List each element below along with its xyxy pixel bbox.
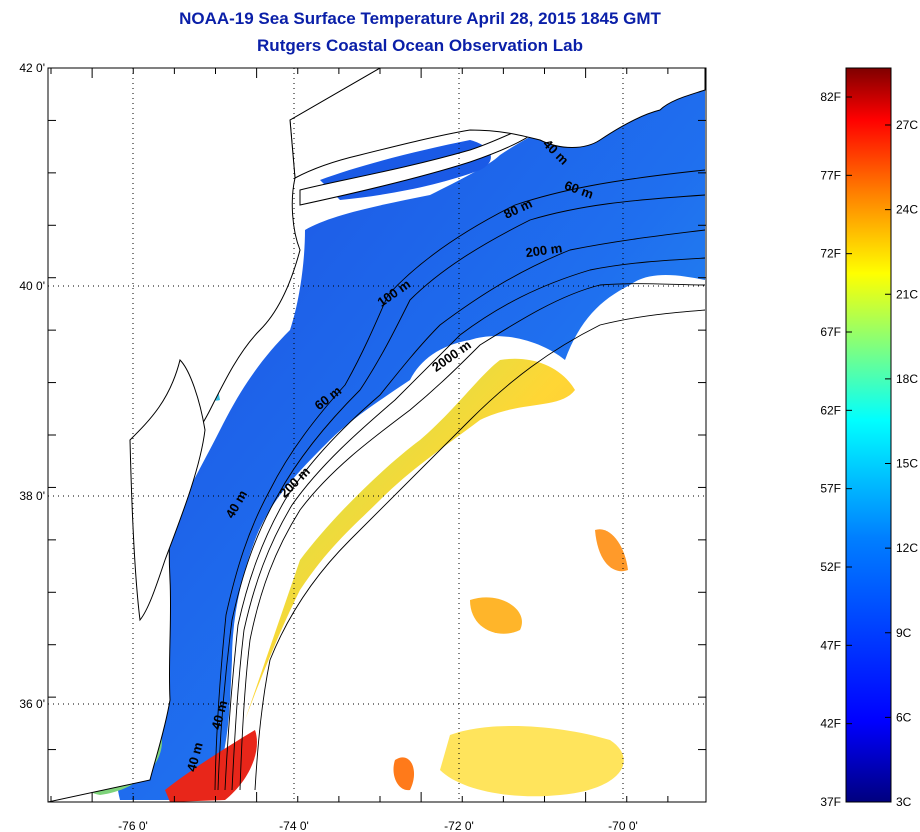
warm-patch-east [595, 529, 628, 572]
map-title: NOAA-19 Sea Surface Temperature April 28… [179, 9, 661, 28]
warm-patch-east-2 [393, 757, 415, 791]
isobath-label: 40 m [208, 699, 230, 732]
land-new-england [289, 68, 706, 179]
colorbar-c-label: 6C [896, 710, 912, 724]
colorbar-c-label: 3C [896, 795, 912, 809]
colorbar-c-label: 18C [896, 372, 918, 386]
colorbar-c-label: 12C [896, 541, 918, 555]
colorbar-f-label: 77F [820, 168, 841, 182]
isobath-label: 40 m [184, 741, 206, 774]
map-subtitle: Rutgers Coastal Ocean Observation Lab [257, 36, 583, 55]
isobath-contours [214, 169, 706, 791]
colorbar-f-label: 72F [820, 247, 841, 261]
colorbar-c-label: 24C [896, 203, 918, 217]
land-delmarva [129, 359, 206, 622]
lon-tick-label: -70 0' [608, 819, 638, 832]
colorbar-f-label: 42F [820, 717, 841, 731]
colorbar-f-label: 37F [820, 795, 841, 809]
colorbar-f-label: 62F [820, 403, 841, 417]
colorbar-f-label: 67F [820, 325, 841, 339]
colorbar-c-label: 27C [896, 118, 918, 132]
lat-tick-label: 40 0' [19, 279, 45, 293]
lon-tick-label: -72 0' [444, 819, 474, 832]
lat-tick-label: 36 0' [19, 697, 45, 711]
colorbar-f-label: 57F [820, 482, 841, 496]
colorbar-c-label: 21C [896, 287, 918, 301]
shelf-cold-water [116, 70, 705, 800]
colorbar-f-label: 47F [820, 638, 841, 652]
lat-tick-label: 38 0' [19, 489, 45, 503]
lon-tick-label: -76 0' [118, 819, 148, 832]
warm-patch-south [440, 725, 624, 797]
gulf-stream-warm-water [245, 358, 575, 720]
colorbar [845, 67, 892, 803]
isobath-label: 200 m [525, 240, 564, 260]
colorbar-c-label: 15C [896, 457, 918, 471]
colorbar-c-label: 9C [896, 626, 912, 640]
warm-patch-south-2 [470, 597, 522, 634]
lon-tick-label: -74 0' [279, 819, 309, 832]
colorbar-f-label: 52F [820, 560, 841, 574]
lat-tick-label: 42 0' [19, 61, 45, 75]
colorbar-f-label: 82F [820, 90, 841, 104]
